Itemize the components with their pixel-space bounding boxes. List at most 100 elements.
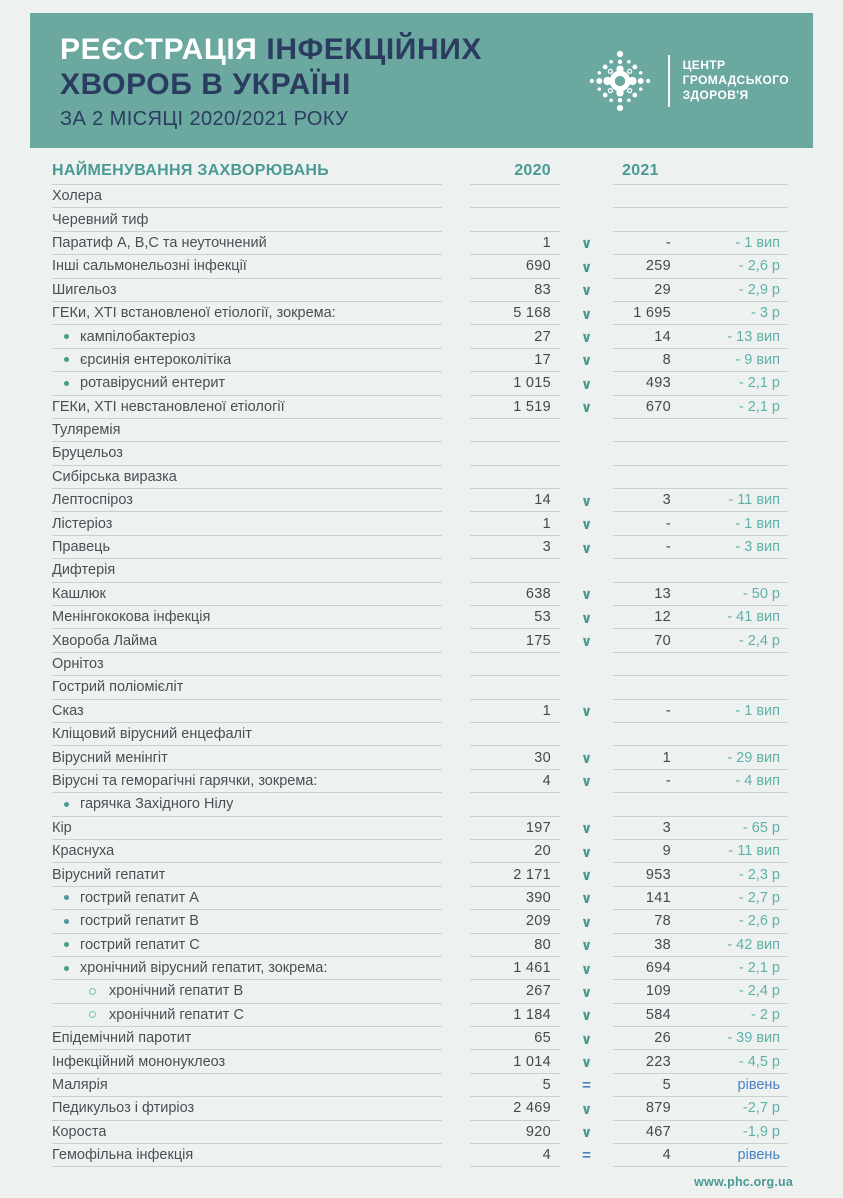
- phc-dots-icon: [589, 50, 650, 111]
- table-row: Бруцельоз: [52, 442, 788, 466]
- disease-name-cell: Вірусні та геморагічні гарячки, зокрема:: [52, 770, 442, 794]
- bullet-icon: [64, 942, 69, 948]
- trend-down-icon: ∨: [580, 329, 593, 346]
- value-2021: 141: [645, 889, 671, 906]
- value-2021-cell: - - 1 вип: [613, 512, 788, 536]
- table-row: гострий гепатит А 390 ∨ 141 - 2,7 р: [52, 887, 788, 911]
- disease-name: Педикульоз і фтиріоз: [52, 1100, 195, 1117]
- disease-name-cell: Малярія: [52, 1074, 442, 1098]
- bullet-icon: [64, 801, 69, 807]
- value-2020-cell: 690: [470, 255, 560, 279]
- trend-cell: [560, 419, 613, 442]
- trend-cell: ∨: [560, 910, 613, 933]
- trend-cell: ∨: [560, 1004, 613, 1027]
- disease-name-cell: Краснуха: [52, 840, 442, 864]
- trend-down-icon: ∨: [580, 960, 593, 977]
- change-value: - 2,6 р: [738, 913, 780, 930]
- value-2021-cell: 26 - 39 вип: [613, 1027, 788, 1051]
- value-2020-cell: 1: [470, 512, 560, 536]
- change-value: рівень: [737, 1077, 780, 1094]
- trend-cell: [560, 653, 613, 676]
- trend-down-icon: ∨: [580, 867, 593, 884]
- value-2021: 78: [654, 913, 671, 930]
- value-2020: 1 519: [513, 398, 551, 415]
- value-2020: 690: [525, 258, 551, 275]
- trend-cell: ∨: [560, 746, 613, 769]
- disease-name-cell: Епідемічний паротит: [52, 1027, 442, 1051]
- table-row: Гемофільна інфекція 4 = 4 рівень: [52, 1144, 788, 1168]
- table-row: хронічний гепатит С 1 184 ∨ 584 - 2 р: [52, 1004, 788, 1028]
- disease-name: Лістеріоз: [52, 515, 113, 532]
- value-2020: 1 461: [513, 960, 551, 977]
- phc-logo: ЦЕНТР ГРОМАДСЬКОГО ЗДОРОВ'Я: [583, 44, 789, 118]
- trend-cell: ∨: [560, 325, 613, 348]
- footer-url[interactable]: www.phc.org.ua: [694, 1175, 793, 1189]
- infographic-page: РЕЄСТРАЦІЯ ІНФЕКЦІЙНИХ ХВОРОБ В УКРАЇНІ …: [30, 13, 813, 1189]
- table-row: Хвороба Лайма 175 ∨ 70 - 2,4 р: [52, 629, 788, 653]
- trend-cell: [560, 442, 613, 465]
- change-value: - 39 вип: [727, 1030, 780, 1047]
- value-2020-cell: 638: [470, 583, 560, 607]
- change-value: - 9 вип: [735, 351, 780, 368]
- table-row: ГЕКи, ХТІ встановленої етіології, зокрем…: [52, 302, 788, 326]
- bullet-icon: [64, 380, 69, 386]
- disease-name: Кір: [52, 819, 72, 836]
- value-2021: 259: [645, 258, 671, 275]
- logo-text-line1: ЦЕНТР: [682, 58, 726, 72]
- disease-name: хронічний вірусний гепатит, зокрема:: [80, 960, 328, 977]
- trend-down-icon: ∨: [580, 352, 593, 369]
- trend-down-icon: ∨: [580, 820, 593, 837]
- trend-down-icon: ∨: [580, 282, 593, 299]
- disease-name-cell: Педикульоз і фтиріоз: [52, 1097, 442, 1121]
- trend-cell: ∨: [560, 980, 613, 1003]
- change-value: - 2 р: [750, 1006, 780, 1023]
- table-row: Епідемічний паротит 65 ∨ 26 - 39 вип: [52, 1027, 788, 1051]
- trend-down-icon: ∨: [580, 890, 593, 907]
- disease-name-cell: Гемофільна інфекція: [52, 1144, 442, 1168]
- value-2021: 8: [662, 351, 671, 368]
- table-row: гострий гепатит В 209 ∨ 78 - 2,6 р: [52, 910, 788, 934]
- table-row: Менінгококова інфекція 53 ∨ 12 - 41 вип: [52, 606, 788, 630]
- trend-down-icon: ∨: [580, 1054, 593, 1071]
- value-2021-cell: - - 3 вип: [613, 536, 788, 560]
- table-row: Педикульоз і фтиріоз 2 469 ∨ 879 -2,7 р: [52, 1097, 788, 1121]
- disease-name-cell: Кашлюк: [52, 583, 442, 607]
- value-2020: 1: [542, 702, 551, 719]
- table-row: Правець 3 ∨ - - 3 вип: [52, 536, 788, 560]
- value-2020: 3: [542, 539, 551, 556]
- value-2020: 920: [525, 1123, 551, 1140]
- trend-down-icon: ∨: [580, 399, 593, 416]
- trend-cell: ∨: [560, 840, 613, 863]
- disease-name-cell: Дифтерія: [52, 559, 442, 583]
- value-2021: -: [665, 234, 671, 251]
- value-2021-cell: 14 - 13 вип: [613, 325, 788, 349]
- trend-down-icon: ∨: [580, 305, 593, 322]
- value-2020-cell: 17: [470, 349, 560, 373]
- value-2021: -: [665, 702, 671, 719]
- value-2020: 65: [534, 1030, 551, 1047]
- value-2021-cell: 953 - 2,3 р: [613, 863, 788, 887]
- value-2021-cell: [613, 419, 788, 443]
- trend-cell: ∨: [560, 583, 613, 606]
- value-2020-cell: 1 014: [470, 1050, 560, 1074]
- title-block: РЕЄСТРАЦІЯ ІНФЕКЦІЙНИХ ХВОРОБ В УКРАЇНІ …: [60, 32, 482, 129]
- value-2020-cell: [470, 676, 560, 700]
- disease-name-cell: гострий гепатит С: [52, 934, 442, 957]
- disease-name: Сибірська виразка: [52, 468, 177, 485]
- disease-name: гострий гепатит С: [80, 936, 200, 953]
- value-2021: 13: [654, 585, 671, 602]
- value-2021-cell: 4 рівень: [613, 1144, 788, 1168]
- value-2021-cell: 467 -1,9 р: [613, 1121, 788, 1145]
- change-value: - 2,1 р: [738, 398, 780, 415]
- value-2021-cell: 3 - 11 вип: [613, 489, 788, 513]
- trend-down-icon: ∨: [580, 492, 593, 509]
- disease-name: Орнітоз: [52, 656, 104, 672]
- value-2021: 5: [662, 1077, 671, 1094]
- trend-cell: ∨: [560, 1121, 613, 1144]
- trend-cell: ∨: [560, 349, 613, 372]
- trend-equal-icon: =: [582, 1147, 591, 1165]
- disease-name: Кліщовий вірусний енцефаліт: [52, 726, 252, 743]
- trend-down-icon: ∨: [580, 1124, 593, 1141]
- bullet-icon: [64, 895, 69, 901]
- trend-down-icon: ∨: [580, 586, 593, 603]
